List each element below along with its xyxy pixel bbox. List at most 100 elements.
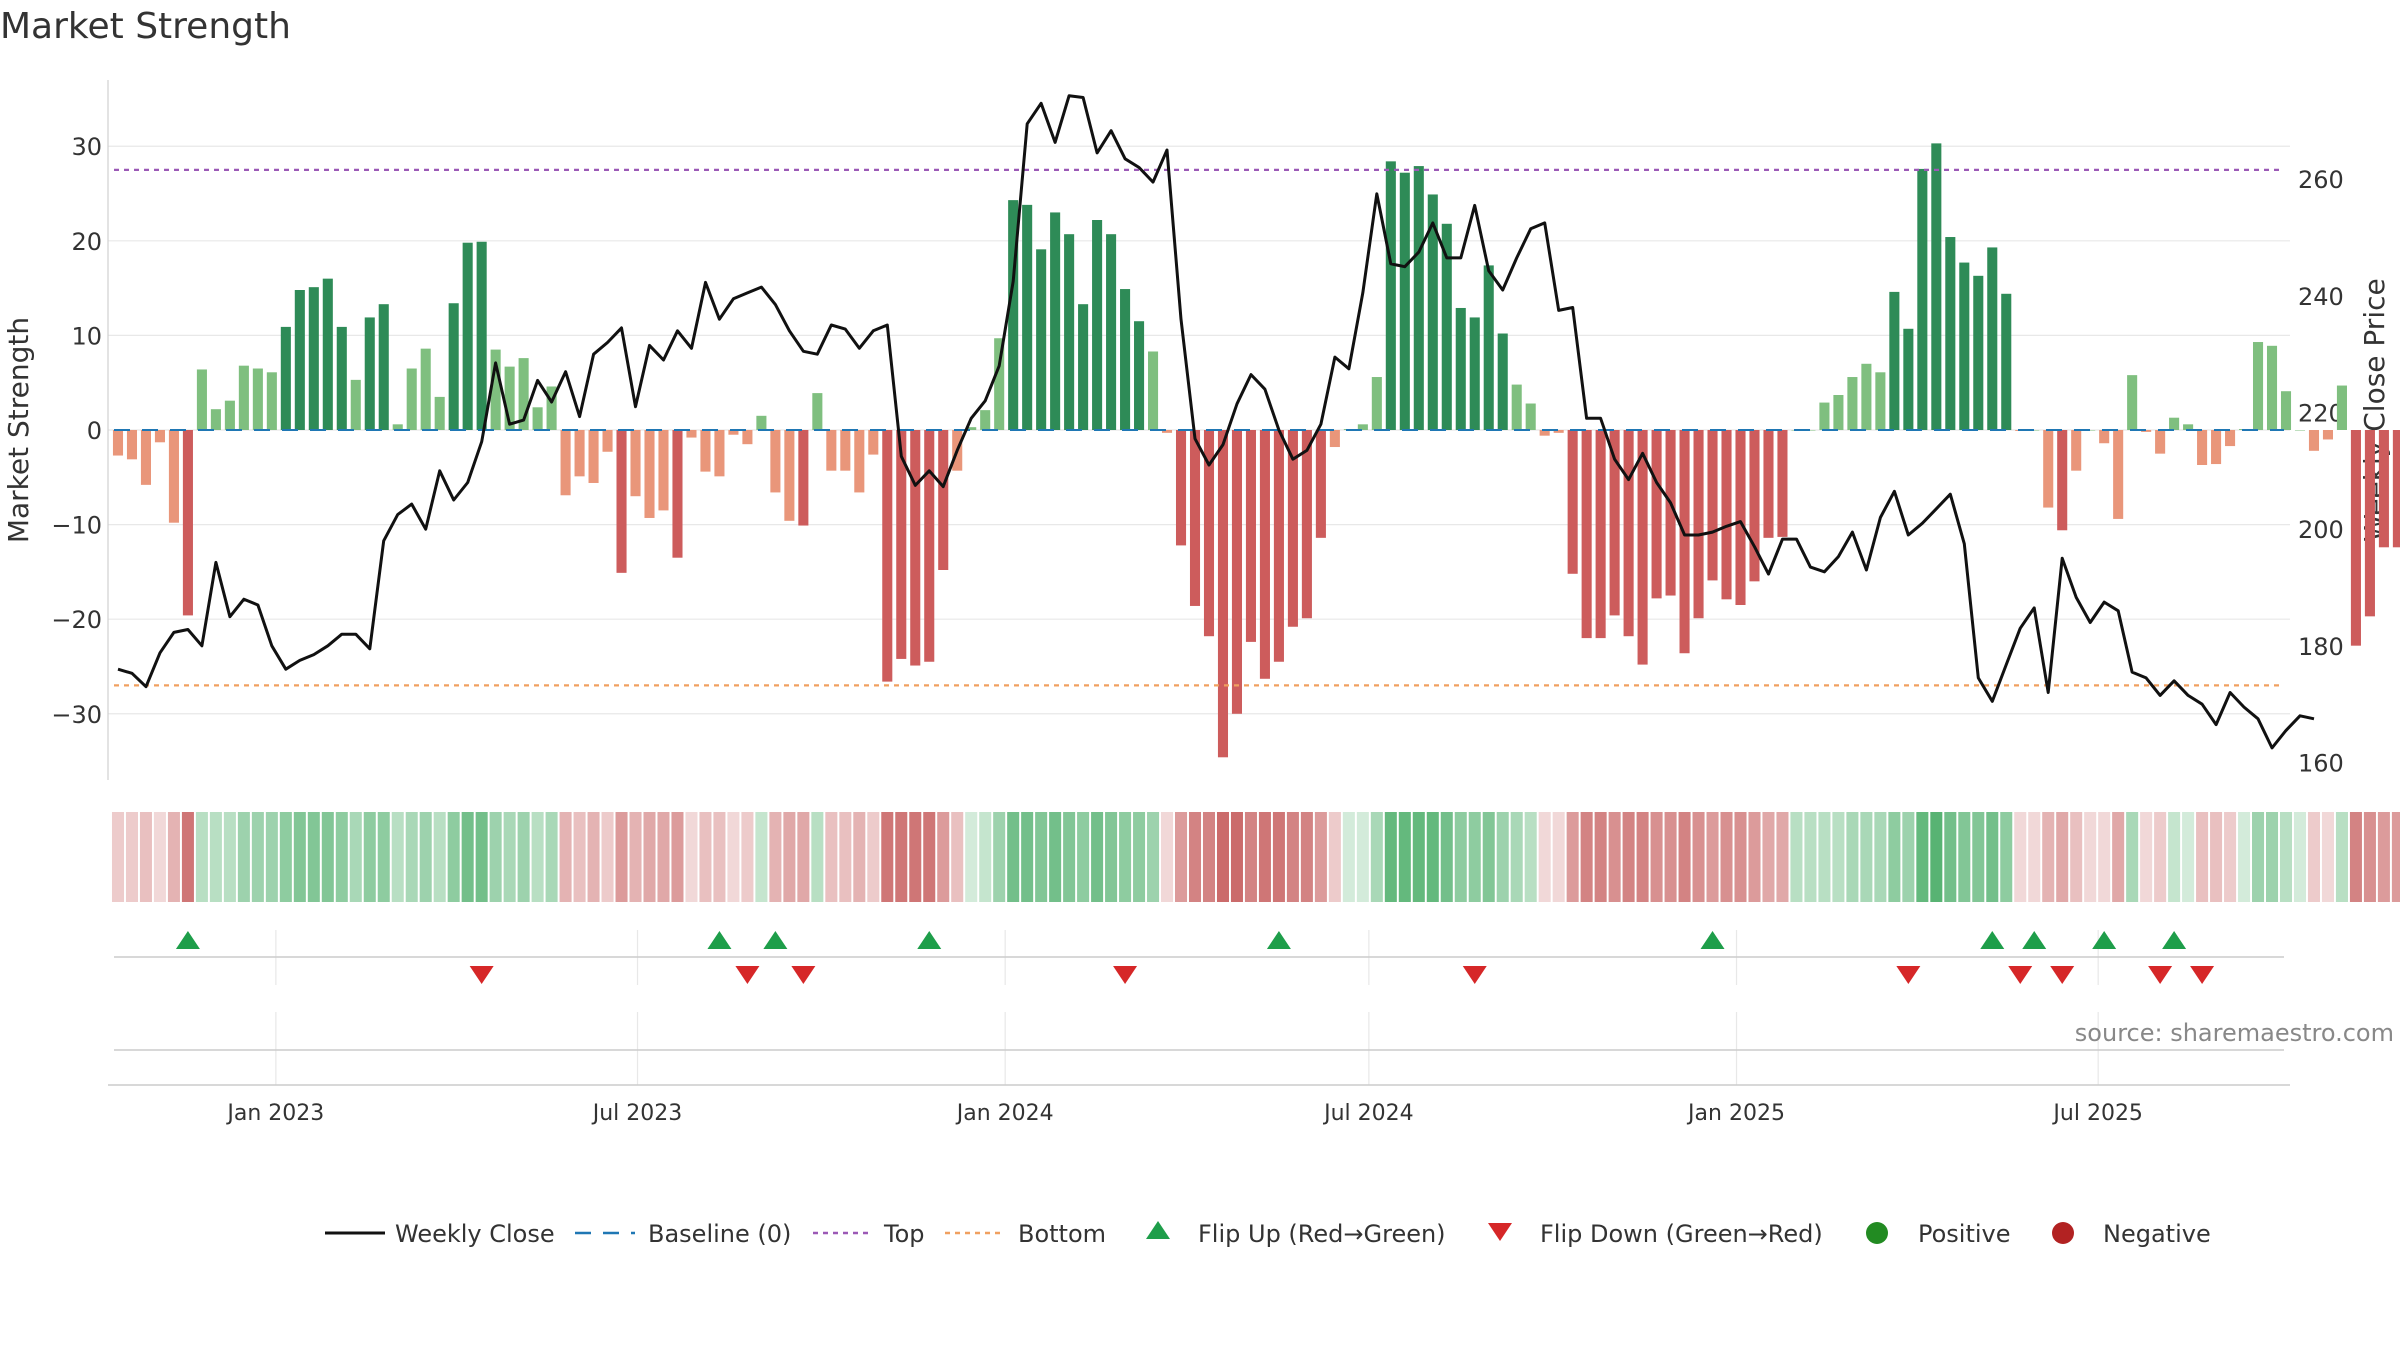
regime-cell	[2154, 812, 2167, 902]
strength-bar	[1637, 430, 1648, 665]
regime-cell	[2056, 812, 2069, 902]
regime-cell	[1105, 812, 1118, 902]
regime-cell	[1454, 812, 1467, 902]
legend-swatch-flipup	[1146, 1221, 1170, 1239]
regime-cell	[1398, 812, 1411, 902]
regime-cell	[713, 812, 726, 902]
strength-bar	[966, 427, 977, 430]
regime-cell	[1594, 812, 1607, 902]
strength-bar	[728, 430, 739, 435]
strength-bar	[2113, 430, 2124, 519]
y-right-tick-label: 160	[2298, 750, 2344, 778]
regime-cell	[1720, 812, 1733, 902]
strength-bar	[2392, 430, 2400, 548]
strength-bar	[1469, 317, 1480, 430]
regime-cell	[1832, 812, 1845, 902]
regime-cell	[1846, 812, 1859, 902]
strength-bar	[1609, 430, 1620, 616]
regime-cell	[797, 812, 810, 902]
regime-cell	[881, 812, 894, 902]
strength-bar	[224, 400, 235, 430]
strength-bar	[2378, 430, 2389, 548]
legend-label-flipdown: Flip Down (Green→Red)	[1540, 1220, 1823, 1248]
strength-bar	[476, 241, 487, 430]
strength-bar	[1217, 430, 1229, 758]
regime-cell	[1608, 812, 1621, 902]
strength-bar	[1301, 430, 1312, 619]
strength-bar	[448, 303, 459, 430]
regime-cell	[573, 812, 586, 902]
legend-label-flipup: Flip Up (Red→Green)	[1198, 1220, 1446, 1248]
strength-bar	[2155, 430, 2166, 454]
regime-cell	[1230, 812, 1243, 902]
regime-cell	[2391, 812, 2400, 902]
strength-bar	[1148, 351, 1159, 430]
legend-swatch-flipdown	[1488, 1223, 1512, 1241]
chart-title: Market Strength	[0, 6, 291, 47]
regime-cell	[2182, 812, 2195, 902]
strength-bar	[1175, 430, 1187, 546]
regime-cell	[1035, 812, 1048, 902]
regime-cell	[1748, 812, 1761, 902]
regime-cell	[965, 812, 978, 902]
strength-bar	[154, 430, 165, 443]
strength-bar	[462, 242, 473, 430]
strength-bar	[1329, 430, 1340, 448]
strength-bar	[2043, 430, 2054, 508]
y-left-tick-label: 10	[71, 322, 102, 350]
regime-cell	[755, 812, 768, 902]
strength-bar	[1651, 430, 1662, 599]
strength-bar	[434, 396, 445, 430]
strength-bar	[882, 430, 893, 682]
strength-bar	[2085, 430, 2096, 431]
strength-bar	[1399, 172, 1410, 430]
strength-bar	[2336, 385, 2347, 430]
regime-cell	[1007, 812, 1020, 902]
strength-bar	[1973, 275, 1984, 430]
strength-bar	[1833, 395, 1844, 430]
regime-cell	[1091, 812, 1104, 902]
strength-bar	[1427, 194, 1438, 430]
flip-up-marker	[917, 931, 942, 949]
regime-cell	[1370, 812, 1383, 902]
regime-cell	[1216, 812, 1229, 902]
regime-cell	[1063, 812, 1076, 902]
x-tick-label: Jul 2024	[1322, 1101, 1414, 1126]
regime-cell	[643, 812, 656, 902]
regime-cell	[2014, 812, 2027, 902]
strength-bar	[1819, 402, 1830, 430]
regime-cell	[1202, 812, 1216, 902]
strength-bar	[2169, 417, 2180, 430]
strength-bar	[2141, 430, 2152, 432]
strength-bar	[112, 430, 124, 456]
strength-bar	[2183, 424, 2194, 430]
strength-bar	[1931, 143, 1942, 431]
regime-cell	[349, 812, 362, 902]
strength-bar	[1315, 430, 1326, 538]
flip-up-marker	[2092, 931, 2117, 949]
strength-bar	[938, 430, 949, 570]
strength-bar	[1064, 234, 1075, 430]
strength-bar	[602, 430, 613, 452]
strength-bar	[182, 430, 193, 616]
regime-cell	[1580, 812, 1593, 902]
strength-bar	[980, 410, 991, 430]
strength-bar	[1120, 289, 1131, 430]
regime-cell	[279, 812, 292, 902]
regime-cell	[1538, 812, 1551, 902]
strength-bar	[742, 430, 753, 445]
strength-bar	[2127, 375, 2138, 430]
strength-bar	[868, 430, 879, 455]
x-tick-label: Jul 2023	[591, 1101, 683, 1126]
regime-cell	[1147, 812, 1160, 902]
strength-bar	[2308, 430, 2320, 451]
strength-bar	[1903, 328, 1914, 430]
strength-bar	[616, 430, 627, 573]
flip-up-marker	[1266, 931, 1291, 949]
strength-bar	[2266, 345, 2278, 430]
strength-bar	[1036, 249, 1047, 430]
regime-cell	[923, 812, 936, 902]
strength-bar	[574, 430, 585, 477]
regime-cell	[2140, 812, 2153, 902]
y-left-axis-title: Market Strength	[2, 317, 35, 543]
